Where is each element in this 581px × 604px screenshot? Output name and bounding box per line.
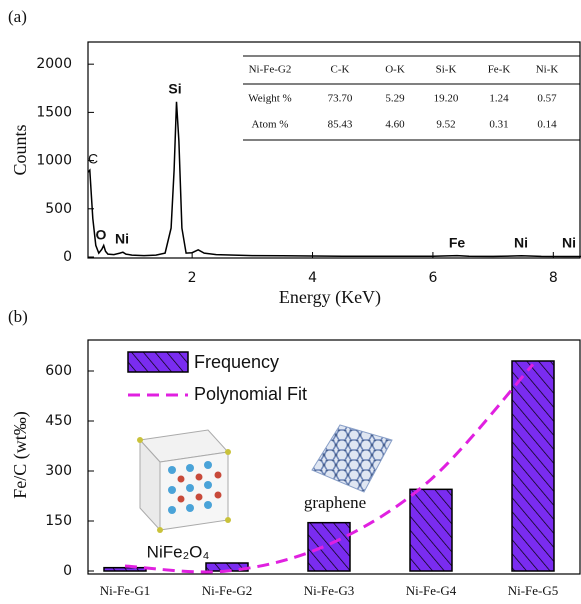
bar xyxy=(103,566,147,572)
x-tick-label: 8 xyxy=(549,270,558,286)
y-axis-label: Counts xyxy=(10,124,30,175)
table-cell: Weight % xyxy=(248,93,291,105)
table-cell: 73.70 xyxy=(328,93,353,105)
table-cell: 0.14 xyxy=(537,119,557,131)
x-axis-label: Energy (KeV) xyxy=(279,287,381,308)
peak-label: Si xyxy=(168,81,181,97)
inset-label: NiFe₂O₄ xyxy=(147,542,210,561)
table-cell: Si-K xyxy=(436,64,457,76)
table-cell: Atom % xyxy=(252,119,289,131)
peak-label: O xyxy=(96,227,107,243)
legend-swatch xyxy=(127,351,189,373)
y-tick-label: 0 xyxy=(63,563,72,579)
fit-line xyxy=(124,363,535,574)
y-tick-label: 1500 xyxy=(36,104,72,120)
crystal-inset xyxy=(137,429,231,533)
bar xyxy=(409,488,453,572)
peak-label: Ni xyxy=(562,235,576,251)
panel-label: (b) xyxy=(8,307,28,326)
table-cell: 9.52 xyxy=(436,119,455,131)
data-table xyxy=(243,55,580,141)
x-tick-label: Ni-Fe-G4 xyxy=(406,583,457,598)
y-tick-label: 500 xyxy=(45,201,72,217)
inset-label: graphene xyxy=(304,493,366,512)
table-cell: 0.57 xyxy=(537,93,557,105)
x-tick-label: Ni-Fe-G2 xyxy=(202,583,253,598)
panel-label: (a) xyxy=(8,7,27,26)
table-cell: Fe-K xyxy=(488,64,511,76)
table-cell: 0.31 xyxy=(489,119,508,131)
table-cell: 1.24 xyxy=(489,93,509,105)
peak-label: Ni xyxy=(514,235,528,251)
plot-frame xyxy=(87,41,581,259)
x-tick-label: Ni-Fe-G3 xyxy=(304,583,355,598)
x-tick-label: Ni-Fe-G1 xyxy=(100,583,151,598)
y-tick-label: 0 xyxy=(63,249,72,265)
y-tick-label: 2000 xyxy=(36,56,72,72)
peak-label: Fe xyxy=(449,235,466,251)
bar xyxy=(307,521,351,572)
table-cell: Ni-K xyxy=(536,64,559,76)
y-tick-label: 1000 xyxy=(36,153,72,169)
table-cell: 19.20 xyxy=(434,93,459,105)
spectrum-line xyxy=(87,101,581,258)
plot-frame xyxy=(87,339,581,575)
table-cell: 5.29 xyxy=(385,93,405,105)
legend-label: Frequency xyxy=(194,352,279,372)
table-cell: 4.60 xyxy=(385,119,405,131)
peak-label: Ni xyxy=(115,231,129,247)
x-tick-label: 2 xyxy=(188,270,197,286)
graphene-inset xyxy=(311,424,393,493)
x-tick-label: Ni-Fe-G5 xyxy=(508,583,559,598)
y-axis-label: Fe/C (wt‰) xyxy=(10,411,31,499)
x-tick-label: 4 xyxy=(308,270,317,286)
table-cell: O-K xyxy=(385,64,405,76)
x-tick-label: 6 xyxy=(428,270,437,286)
y-tick-label: 450 xyxy=(45,413,72,429)
table-cell: 85.43 xyxy=(328,119,353,131)
peak-label: C xyxy=(88,151,98,167)
y-tick-label: 600 xyxy=(45,363,72,379)
bar xyxy=(511,360,555,572)
y-tick-label: 300 xyxy=(45,463,72,479)
table-cell: Ni-Fe-G2 xyxy=(249,64,292,76)
y-tick-label: 150 xyxy=(45,513,72,529)
table-cell: C-K xyxy=(331,64,350,76)
legend-label: Polynomial Fit xyxy=(194,384,307,404)
